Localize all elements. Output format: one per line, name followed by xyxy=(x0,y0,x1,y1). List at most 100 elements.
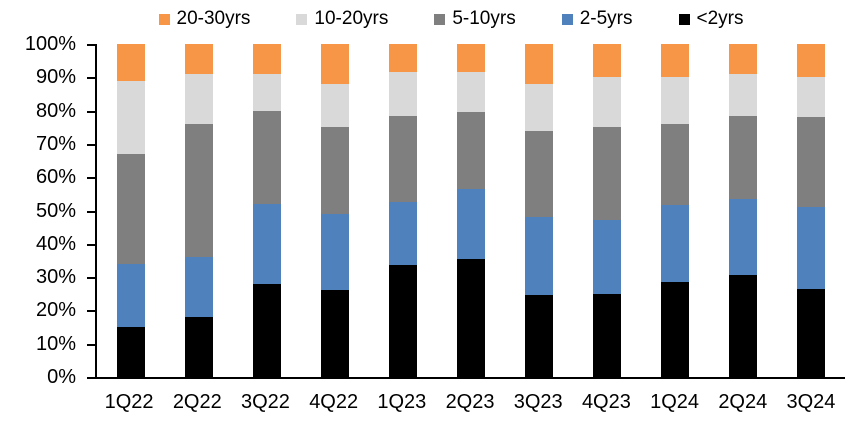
bar-segment-2-5yrs xyxy=(389,202,417,266)
stacked-bar-1Q24 xyxy=(661,44,689,377)
bar-segment-20-30yrs xyxy=(457,44,485,73)
x-axis-tick-label: 3Q23 xyxy=(513,391,563,413)
bar-segment-20-30yrs xyxy=(253,44,281,74)
bar-segment-20-30yrs xyxy=(185,44,213,74)
bar-segment-<2yrs xyxy=(253,283,281,377)
legend-item-2-5yrs: 2-5yrs xyxy=(561,8,633,30)
bar-column-4Q22 xyxy=(301,44,369,377)
bar-segment-5-10yrs xyxy=(797,117,825,208)
y-axis-tick-mark xyxy=(87,377,95,379)
legend-swatch-icon xyxy=(296,13,308,25)
bar-segment-<2yrs xyxy=(661,282,689,377)
bar-segment-5-10yrs xyxy=(185,123,213,258)
x-axis-tick-label: 2Q24 xyxy=(718,391,768,413)
legend-label: 5-10yrs xyxy=(452,8,516,29)
x-axis-tick-label: 2Q23 xyxy=(445,391,495,413)
y-axis-tick-label: 40% xyxy=(35,232,76,255)
y-axis-tick-mark xyxy=(87,177,95,180)
y-axis-tick-label: 80% xyxy=(35,99,76,122)
y-axis-tick-label: 60% xyxy=(35,166,76,189)
bar-segment-20-30yrs xyxy=(321,44,349,84)
bar-segment-<2yrs xyxy=(389,265,417,377)
bar-segment-10-20yrs xyxy=(729,73,757,116)
x-axis-tick-label: 1Q23 xyxy=(377,391,427,413)
bar-segment-2-5yrs xyxy=(729,198,757,276)
y-axis-tick-mark xyxy=(87,110,95,113)
bar-segment-10-20yrs xyxy=(593,77,621,128)
legend-item-10-20yrs: 10-20yrs xyxy=(296,8,388,30)
legend-label: 20-30yrs xyxy=(176,8,251,29)
bar-column-1Q22 xyxy=(97,44,165,377)
y-axis-tick-mark xyxy=(87,343,95,346)
bar-column-2Q23 xyxy=(437,44,505,377)
y-axis-tick-label: 10% xyxy=(35,332,76,355)
x-axis-tick-label: 3Q22 xyxy=(241,391,290,413)
legend-swatch-icon xyxy=(158,13,170,25)
legend-swatch-icon xyxy=(678,13,690,25)
bar-segment-5-10yrs xyxy=(525,130,553,218)
bar-segment-<2yrs xyxy=(525,295,553,377)
bar-segment-5-10yrs xyxy=(117,153,145,264)
bar-segment-5-10yrs xyxy=(321,127,349,214)
bar-segment-10-20yrs xyxy=(185,73,213,124)
bar-segment-<2yrs xyxy=(185,317,213,377)
y-axis-tick-label: 50% xyxy=(35,199,76,222)
bar-segment-5-10yrs xyxy=(593,127,621,221)
stacked-bar-2Q24 xyxy=(729,44,757,377)
y-axis-tick-label: 0% xyxy=(47,366,76,388)
bars-container xyxy=(97,44,845,377)
x-axis-tick-label: 1Q22 xyxy=(104,391,154,413)
bar-segment-20-30yrs xyxy=(525,44,553,84)
y-axis-labels: 0% 10% 20% 30% 40% 50% 60% 70% 80% 90% 100% xyxy=(0,34,76,387)
bar-segment-10-20yrs xyxy=(525,83,553,131)
legend-label: <2yrs xyxy=(696,8,744,29)
bar-segment-2-5yrs xyxy=(661,205,689,283)
bar-segment-2-5yrs xyxy=(117,263,145,328)
bar-segment-<2yrs xyxy=(321,290,349,377)
y-axis-tick-mark xyxy=(87,243,95,246)
y-axis-tick-mark xyxy=(87,44,95,46)
bar-segment-<2yrs xyxy=(797,288,825,377)
plot-area xyxy=(87,44,845,379)
y-axis-tick-mark xyxy=(87,310,95,313)
x-axis-tick-label: 4Q22 xyxy=(309,391,359,413)
bar-segment-5-10yrs xyxy=(253,110,281,204)
stacked-bar-3Q24 xyxy=(797,44,825,377)
y-axis-tick-label: 20% xyxy=(35,299,76,322)
stacked-bar-1Q23 xyxy=(389,44,417,377)
bar-column-2Q24 xyxy=(709,44,777,377)
bar-column-3Q24 xyxy=(777,44,845,377)
bar-segment-5-10yrs xyxy=(389,115,417,203)
bar-segment-20-30yrs xyxy=(797,44,825,78)
stacked-bar-3Q22 xyxy=(253,44,281,377)
bar-segment-<2yrs xyxy=(593,293,621,377)
legend-label: 10-20yrs xyxy=(314,8,389,29)
bar-segment-5-10yrs xyxy=(729,115,757,199)
legend-swatch-icon xyxy=(434,13,446,25)
bar-segment-10-20yrs xyxy=(797,77,825,118)
x-axis-tick-label: 1Q24 xyxy=(650,391,700,413)
bar-column-1Q23 xyxy=(369,44,437,377)
x-axis-tick-label: 2Q22 xyxy=(172,391,222,413)
y-axis-tick-label: 100% xyxy=(24,33,76,55)
bar-segment-<2yrs xyxy=(117,327,145,377)
bar-segment-10-20yrs xyxy=(253,73,281,111)
bar-segment-2-5yrs xyxy=(321,213,349,291)
y-axis-tick-label: 90% xyxy=(35,66,76,89)
bar-segment-10-20yrs xyxy=(321,83,349,128)
bar-segment-20-30yrs xyxy=(593,44,621,78)
bar-segment-2-5yrs xyxy=(185,257,213,318)
y-axis-tick-label: 30% xyxy=(35,266,76,289)
stacked-bar-3Q23 xyxy=(525,44,553,377)
legend-item-20-30yrs: 20-30yrs xyxy=(158,8,251,30)
bar-column-1Q24 xyxy=(641,44,709,377)
bar-segment-10-20yrs xyxy=(457,72,485,113)
bar-column-4Q23 xyxy=(573,44,641,377)
y-axis-tick-mark xyxy=(87,143,95,146)
legend-item-5-10yrs: 5-10yrs xyxy=(434,8,516,30)
bar-segment-5-10yrs xyxy=(661,123,689,206)
y-axis-tick-label: 70% xyxy=(35,132,76,155)
stacked-bar-4Q23 xyxy=(593,44,621,377)
bar-segment-<2yrs xyxy=(729,275,757,377)
